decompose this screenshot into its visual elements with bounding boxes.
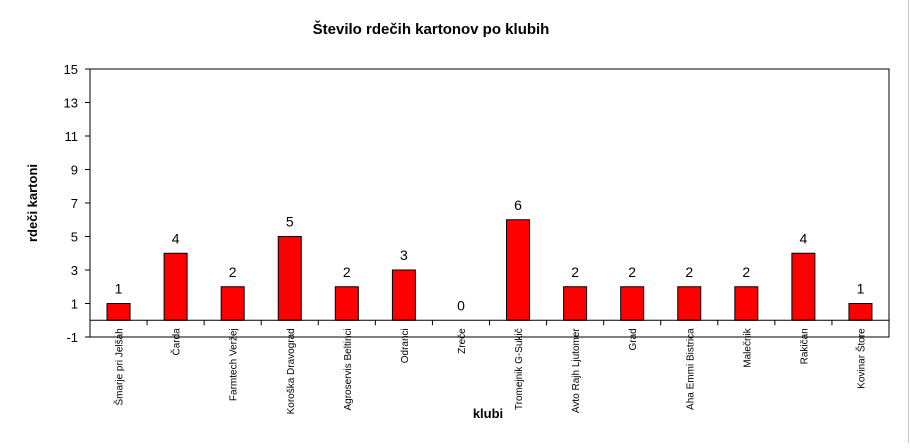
category-label: Šmarje pri Jelšah bbox=[113, 328, 126, 405]
bar bbox=[563, 286, 588, 321]
plot-area-frame bbox=[89, 68, 890, 338]
y-tick-label: 15 bbox=[64, 62, 78, 77]
category-label: Kovinar Štore bbox=[854, 328, 867, 389]
bar-value-label: 0 bbox=[457, 297, 465, 313]
bar-value-label: 4 bbox=[172, 230, 180, 246]
bar-value-label: 2 bbox=[229, 264, 237, 280]
bar-value-label: 5 bbox=[286, 214, 294, 230]
bar bbox=[277, 236, 302, 321]
bar-value-label: 2 bbox=[628, 264, 636, 280]
bar-series bbox=[106, 219, 873, 321]
chart-title: Število rdečih kartonov po klubih bbox=[313, 20, 550, 38]
bar bbox=[391, 269, 416, 321]
y-tick-label: 11 bbox=[65, 129, 79, 144]
bar bbox=[220, 286, 245, 321]
category-label: Koroška Dravograd bbox=[286, 328, 297, 414]
bar-value-label: 6 bbox=[514, 197, 522, 213]
bar-value-label: 2 bbox=[685, 264, 693, 280]
y-tick-label: 13 bbox=[64, 96, 78, 111]
y-tick-label: 1 bbox=[71, 297, 78, 312]
category-label: Zreče bbox=[457, 328, 468, 354]
bar bbox=[734, 286, 759, 321]
y-tick-label: 5 bbox=[71, 230, 78, 245]
category-label: Aha Emmi Bistrica bbox=[685, 328, 696, 410]
category-label: Farmtech Veržej bbox=[229, 328, 240, 401]
y-tick-label: 3 bbox=[71, 263, 78, 278]
bar-value-label: 2 bbox=[343, 264, 351, 280]
category-label: Grad bbox=[628, 328, 639, 350]
category-label: Odranci bbox=[400, 328, 411, 363]
bar bbox=[620, 286, 645, 321]
bar bbox=[106, 303, 131, 321]
bar-value-label: 4 bbox=[799, 230, 807, 246]
category-label: Avto Rajh Ljutomer bbox=[571, 328, 582, 414]
window-edge-divider bbox=[908, 0, 909, 443]
category-label: Rakičan bbox=[799, 328, 810, 364]
category-label: Malečnik bbox=[742, 327, 753, 367]
y-axis-title: rdeči kartoni bbox=[25, 164, 40, 242]
x-axis-title: klubi bbox=[473, 406, 503, 421]
bar-value-label: 1 bbox=[857, 281, 865, 297]
bar-value-label: 2 bbox=[571, 264, 579, 280]
bar bbox=[163, 252, 188, 321]
y-tick-label: -1 bbox=[66, 330, 78, 345]
category-label: Agroservis Beltinci bbox=[343, 328, 354, 410]
bar bbox=[677, 286, 702, 321]
x-axis bbox=[89, 320, 890, 326]
y-axis: 15 13 11 9 7 5 3 1 -1 bbox=[64, 62, 90, 345]
y-tick-label: 9 bbox=[71, 163, 78, 178]
data-labels: 1 4 2 5 2 3 0 6 2 2 2 2 4 1 bbox=[115, 197, 865, 314]
bar bbox=[506, 219, 531, 321]
category-labels: Šmarje pri Jelšah Čarda Farmtech Veržej Kor… bbox=[113, 327, 868, 414]
y-tick-label: 7 bbox=[71, 196, 78, 211]
category-label: Tromejnik G-Sukič bbox=[514, 328, 525, 410]
bar-value-label: 1 bbox=[115, 281, 123, 297]
bar-value-label: 2 bbox=[742, 264, 750, 280]
bar-value-label: 3 bbox=[400, 247, 408, 263]
category-label: Čarda bbox=[170, 328, 183, 356]
bar bbox=[848, 303, 873, 321]
bar bbox=[791, 252, 816, 321]
bar bbox=[334, 286, 359, 321]
